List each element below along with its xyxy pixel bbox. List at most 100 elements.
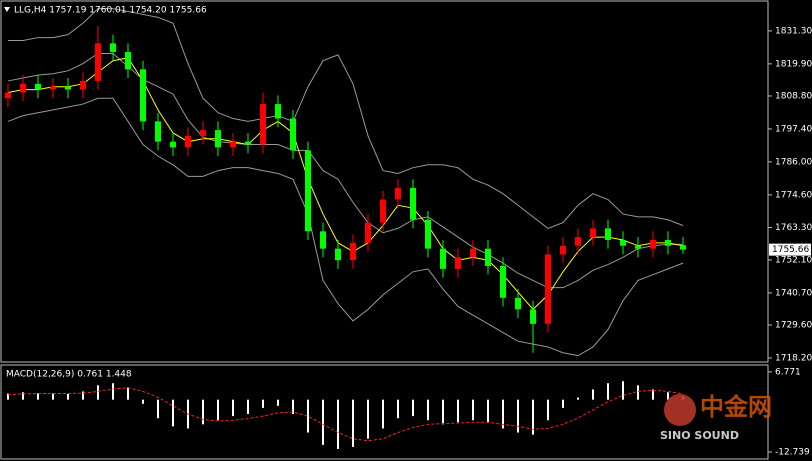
- candle-body: [305, 150, 311, 232]
- macd-bar: [397, 399, 399, 419]
- signal-line: [7, 387, 684, 442]
- logo-subtitle: SINO SOUND: [660, 429, 739, 442]
- macd-bar: [607, 383, 609, 400]
- indicator-line: [8, 8, 684, 229]
- macd-bar: [622, 381, 624, 400]
- candle-body: [545, 254, 551, 324]
- y-tick-label: 1718.20: [775, 353, 812, 363]
- y-tick-label: 1752.10: [775, 255, 812, 265]
- candle-body: [575, 237, 581, 246]
- y-tick-label: 1740.70: [775, 288, 812, 298]
- logo: 中金网 SINO SOUND: [660, 393, 772, 442]
- indicator-line: [7, 57, 684, 311]
- candle-body: [395, 187, 401, 200]
- y-tick-label: 1819.90: [775, 59, 812, 69]
- candle-body: [485, 248, 491, 266]
- candle-body: [5, 92, 11, 99]
- candle-body: [170, 141, 176, 148]
- macd-bar: [442, 399, 444, 425]
- candle-body: [500, 266, 506, 298]
- macd-bar: [592, 389, 594, 400]
- macd-bar: [22, 392, 24, 400]
- macd-bar: [517, 399, 519, 433]
- candle-body: [365, 222, 371, 243]
- macd-bar: [217, 399, 219, 421]
- indicator-line: [7, 52, 683, 289]
- macd-bar: [457, 399, 459, 423]
- price-label-box: [769, 243, 811, 256]
- candle-body: [140, 69, 146, 122]
- candle-body: [605, 228, 611, 240]
- candle-body: [230, 141, 236, 148]
- y-tick-label: 1808.80: [775, 91, 812, 101]
- candle-body: [185, 135, 191, 148]
- macd-bar: [352, 399, 354, 447]
- candle-body: [20, 83, 26, 93]
- macd-bar: [367, 399, 369, 439]
- macd-bar: [637, 385, 639, 400]
- candle-body: [515, 297, 521, 310]
- macd-bar: [142, 399, 144, 404]
- y-tick-label: 1763.30: [775, 223, 812, 233]
- candle-body: [455, 257, 461, 269]
- macd-bar: [232, 399, 234, 417]
- candle-body: [155, 121, 161, 142]
- candle-body: [560, 245, 566, 255]
- candle-body: [290, 118, 296, 151]
- macd-bar: [82, 391, 84, 400]
- macd-bar: [562, 399, 564, 408]
- candle-body: [635, 245, 641, 249]
- candle-body: [680, 245, 686, 250]
- macd-bar: [97, 385, 99, 400]
- y-tick-label: 1831.30: [775, 26, 812, 36]
- indicator-line: [7, 97, 684, 357]
- candle-body: [125, 52, 131, 70]
- candle-body: [95, 43, 101, 81]
- macd-bar: [157, 399, 159, 419]
- candle-body: [65, 86, 71, 90]
- y-tick-label: 6.771: [775, 367, 801, 377]
- macd-bar: [412, 399, 414, 417]
- macd-bar: [202, 399, 204, 425]
- price-label: 1755.66: [772, 245, 809, 255]
- candle-body: [650, 239, 656, 249]
- macd-bar: [652, 389, 654, 400]
- macd-bar: [67, 393, 69, 400]
- menu-arrow[interactable]: [4, 7, 10, 12]
- candle-body: [215, 130, 221, 148]
- candle-body: [470, 248, 476, 258]
- macd-bar: [487, 399, 489, 423]
- macd-bar: [547, 399, 549, 421]
- macd-bar: [37, 393, 39, 400]
- candle-body: [590, 228, 596, 238]
- macd-bar: [172, 399, 174, 427]
- macd-bar: [532, 399, 534, 435]
- macd-bar: [337, 399, 339, 449]
- main-frame: [0, 0, 769, 363]
- candle-body: [50, 86, 56, 90]
- candle-body: [245, 141, 251, 145]
- candle-body: [200, 130, 206, 136]
- y-tick-label: 1774.60: [775, 190, 812, 200]
- logo-title: 中金网: [700, 393, 772, 421]
- macd-bar: [127, 387, 129, 400]
- macd-bar: [577, 397, 579, 400]
- macd-bar: [322, 399, 324, 445]
- macd-bar: [427, 399, 429, 421]
- candle-body: [335, 248, 341, 261]
- candle-body: [425, 219, 431, 249]
- y-tick-label: 1729.60: [775, 320, 812, 330]
- macd-bar: [112, 383, 114, 400]
- candle-body: [410, 187, 416, 220]
- candle-body: [665, 239, 671, 246]
- y-tick-label: 1797.40: [775, 124, 812, 134]
- candle-body: [350, 242, 356, 261]
- macd-bar: [472, 399, 474, 421]
- macd-bar: [277, 399, 279, 406]
- candle-body: [620, 239, 626, 246]
- macd-bar: [262, 399, 264, 408]
- macd-bar: [52, 393, 54, 400]
- candle-body: [275, 104, 281, 119]
- chart-title: LLG,H4 1757.19 1760.01 1754.20 1755.66: [14, 6, 207, 16]
